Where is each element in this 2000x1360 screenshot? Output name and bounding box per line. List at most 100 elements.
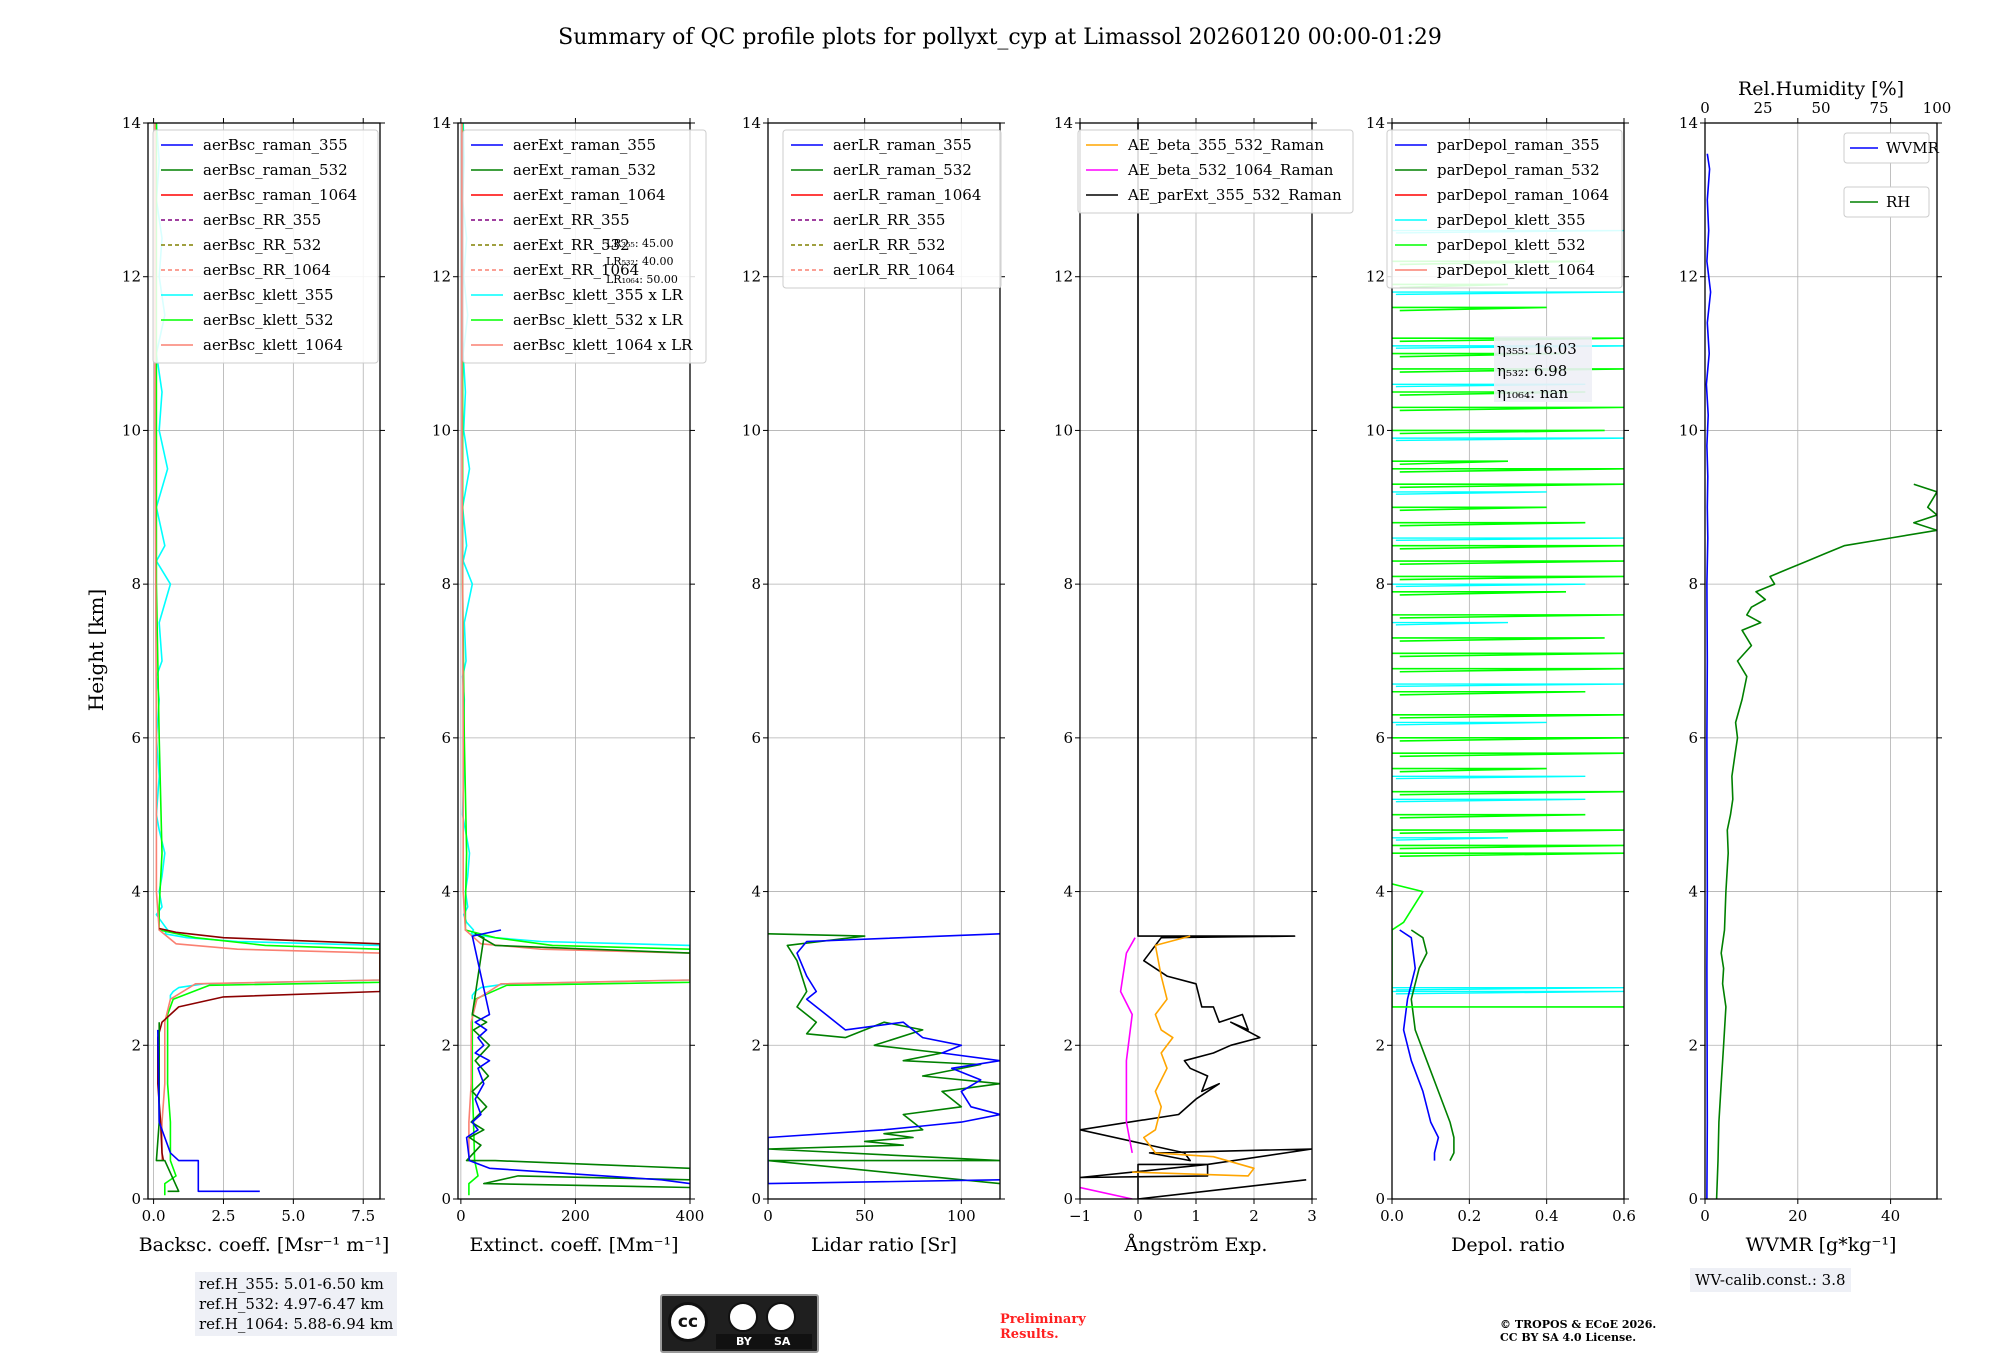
- legend-label: parDepol_raman_532: [1437, 161, 1600, 179]
- depol-lime-spike: [1392, 614, 1624, 619]
- x-tick-label: 0: [1133, 1207, 1143, 1225]
- plot-area: [461, 123, 690, 1196]
- top-x-tick-label: 50: [1811, 99, 1830, 117]
- x-tick-label: 400: [676, 1207, 705, 1225]
- y-tick-label: 14: [432, 114, 451, 132]
- y-tick-label: 14: [122, 114, 141, 132]
- legend-label: aerLR_RR_355: [833, 211, 945, 229]
- eta-annotation: η₅₃₂: 6.98: [1497, 362, 1567, 380]
- y-tick-label: 10: [122, 421, 141, 439]
- legend-label: AE_beta_355_532_Raman: [1127, 136, 1324, 154]
- legend-box: [782, 129, 1002, 289]
- y-tick-label: 12: [1366, 268, 1385, 286]
- depol-lime-spike: [1392, 544, 1624, 550]
- depol-cyan-spike: [1392, 775, 1586, 780]
- axes-frame: [767, 122, 1001, 1200]
- depol-lime-spike: [1392, 752, 1624, 758]
- plot-area: [1080, 123, 1312, 1199]
- legend-label: aerExt_raman_355: [513, 136, 656, 154]
- depol-lime-spike: [1392, 575, 1624, 581]
- top-x-axis-label: Rel.Humidity [%]: [1738, 78, 1904, 100]
- person-icon: [728, 1302, 758, 1332]
- x-tick-label: 0: [763, 1207, 773, 1225]
- depol-lime-spike: [1392, 521, 1586, 527]
- legend-label: aerBsc_klett_532 x LR: [513, 311, 684, 329]
- depol-lime-spike: [1392, 790, 1624, 796]
- plot-area: [768, 933, 1000, 1185]
- depol-lime-spike: [1392, 690, 1586, 696]
- y-tick-label: 6: [131, 729, 141, 747]
- y-tick-label: 2: [1063, 1036, 1073, 1054]
- x-tick-label: 20: [1788, 1207, 1807, 1225]
- x-tick-label: 0.6: [1612, 1207, 1636, 1225]
- y-tick-label: 10: [1054, 421, 1073, 439]
- series-line-aerbsc-raman-355: [157, 1029, 260, 1193]
- y-tick-label: 10: [432, 421, 451, 439]
- panel-lr: 0 50 100 0 2 4 6 8 10 12 14 Lidar ratio [Sr] aerLR_r…: [742, 114, 1005, 1256]
- panel-ext: 0 200 400 0 2 4 6 8 10 12 14 Extinct. coeff. [Mm⁻¹]…: [432, 114, 707, 1256]
- legend-label: aerExt_raman_532: [513, 161, 656, 179]
- legend-label: aerBsc_raman_355: [203, 136, 348, 154]
- badge-by: BY: [736, 1335, 752, 1348]
- wv-calib-box: WV-calib.const.: 3.8: [1690, 1268, 1851, 1292]
- y-tick-label: 0: [1063, 1190, 1073, 1208]
- legend-box: [1843, 186, 1930, 218]
- copyright-line-1: © TROPOS & ECoE 2026.: [1500, 1318, 1657, 1331]
- y-tick-label: 4: [1375, 883, 1385, 901]
- panel-depol: 0.0 0.2 0.4 0.6 0 2 4 6 8 10 12 14 Depol. ratio parDe…: [1366, 114, 1636, 1256]
- preliminary-line-2: Results.: [1000, 1327, 1059, 1342]
- depol-lime-spike: [1392, 652, 1624, 658]
- axes-frame: [457, 122, 691, 1200]
- y-tick-label: 0: [751, 1190, 761, 1208]
- depol-lime-spike: [1392, 560, 1624, 565]
- depol-lime-spike: [1392, 468, 1624, 473]
- y-tick-label: 10: [1679, 421, 1698, 439]
- legend-label: aerBsc_klett_1064: [203, 336, 343, 354]
- plot-area: [154, 123, 380, 1196]
- legend-label: parDepol_klett_532: [1437, 236, 1586, 254]
- y-tick-label: 14: [1366, 114, 1385, 132]
- depol-cyan-spike: [1392, 491, 1547, 495]
- copyright-note: © TROPOS & ECoE 2026. CC BY SA 4.0 Licen…: [1500, 1318, 1656, 1344]
- y-tick-label: 2: [1375, 1036, 1385, 1054]
- x-tick-label: 0.0: [142, 1207, 166, 1225]
- depol-lime-spike: [1392, 637, 1605, 642]
- legend-label: aerBsc_klett_355 x LR: [513, 286, 684, 304]
- legend-label: aerBsc_RR_355: [203, 211, 321, 229]
- series-line-aerbsc-klett-1064: [154, 123, 380, 1161]
- legend-label: AE_beta_532_1064_Raman: [1127, 161, 1334, 179]
- x-axis-label: Lidar ratio [Sr]: [811, 1234, 957, 1256]
- series-line-aerext-raman-355: [465, 929, 690, 1185]
- lr-faint-label: LR₅₃₂: 40.00: [606, 255, 674, 268]
- series-line-ae-parext-355-532-raman: [1080, 123, 1312, 1199]
- legend-label: AE_parExt_355_532_Raman: [1127, 186, 1342, 204]
- top-x-tick-label: 75: [1869, 99, 1888, 117]
- legend-label: aerExt_RR_532: [513, 236, 630, 254]
- depol-lime-spike: [1392, 306, 1547, 312]
- series-line-aerbsc-klett-532: [155, 123, 380, 1196]
- legend-label: aerExt_RR_355: [513, 211, 630, 229]
- legend-box: [1077, 129, 1354, 214]
- y-tick-label: 12: [1054, 268, 1073, 286]
- x-tick-label: 3: [1307, 1207, 1317, 1225]
- depol-lime-spike: [1392, 591, 1567, 596]
- depol-cyan-spike: [1392, 837, 1509, 841]
- badge-labels: BY SA: [716, 1334, 812, 1349]
- y-tick-label: 0: [1688, 1190, 1698, 1208]
- top-x-tick-label: 100: [1923, 99, 1952, 117]
- depol-lime-spike: [1392, 368, 1624, 373]
- y-tick-label: 0: [1375, 1190, 1385, 1208]
- x-axis-label: Backsc. coeff. [Msr⁻¹ m⁻¹]: [139, 1234, 390, 1256]
- depol-cyan-spike: [1392, 986, 1624, 991]
- x-axis-label: Extinct. coeff. [Mm⁻¹]: [469, 1234, 678, 1256]
- x-tick-label: 2: [1249, 1207, 1259, 1225]
- plot-area: [1392, 229, 1624, 1161]
- legend-box: [1843, 132, 1930, 164]
- series-line-rh: [1715, 483, 1937, 1199]
- y-tick-label: 8: [1688, 575, 1698, 593]
- legend-label: aerExt_raman_1064: [513, 186, 666, 204]
- y-tick-label: 2: [1688, 1036, 1698, 1054]
- x-tick-label: 0: [456, 1207, 466, 1225]
- plot-area: [1705, 153, 1937, 1199]
